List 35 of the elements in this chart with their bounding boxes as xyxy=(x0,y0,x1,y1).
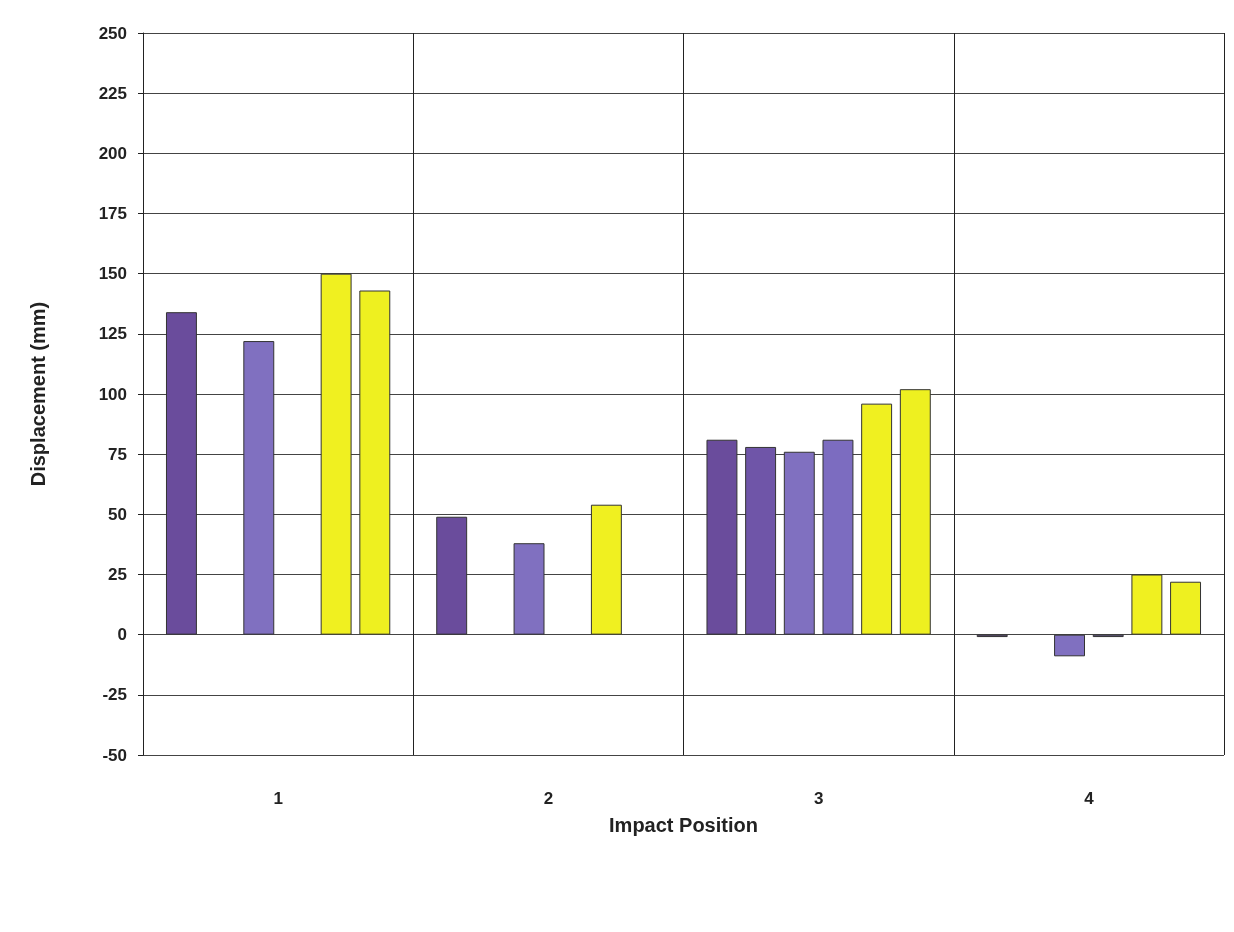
bar xyxy=(899,389,931,635)
bar xyxy=(745,446,777,635)
y-axis-title: Displacement (mm) xyxy=(27,301,49,487)
bar xyxy=(1170,581,1202,635)
y-tick-label: 175 xyxy=(98,204,127,223)
y-tick-label: -50 xyxy=(102,745,127,765)
bar xyxy=(359,290,391,635)
x-tick-label: 1 xyxy=(273,789,283,808)
x-tick-label: 2 xyxy=(543,789,554,808)
bar xyxy=(1054,634,1086,657)
bar xyxy=(822,439,854,635)
y-tick-label: 25 xyxy=(108,565,127,584)
bar xyxy=(861,403,893,635)
y-tick-label: 125 xyxy=(98,324,127,344)
y-tick-label: -25 xyxy=(102,685,127,705)
bar xyxy=(1131,574,1163,635)
bar xyxy=(590,504,622,635)
bar xyxy=(436,516,468,635)
y-tick-label: 200 xyxy=(98,143,127,163)
y-tick-label: 75 xyxy=(108,444,127,464)
bar xyxy=(706,439,738,635)
bar xyxy=(243,341,275,635)
y-tick-label: 150 xyxy=(98,264,127,284)
y-tick-label: 100 xyxy=(98,384,127,404)
y-tick-label: 225 xyxy=(98,83,127,103)
x-axis-title: Impact Position xyxy=(609,814,758,836)
y-tick-label: 0 xyxy=(117,625,127,645)
x-tick-label: 3 xyxy=(813,789,824,808)
bar xyxy=(320,273,352,635)
y-tick-label: 50 xyxy=(108,504,127,524)
x-tick-label: 4 xyxy=(1084,789,1095,808)
bar xyxy=(513,543,545,635)
y-tick-label: 250 xyxy=(98,23,127,43)
bar xyxy=(165,312,197,635)
bar xyxy=(783,451,815,635)
